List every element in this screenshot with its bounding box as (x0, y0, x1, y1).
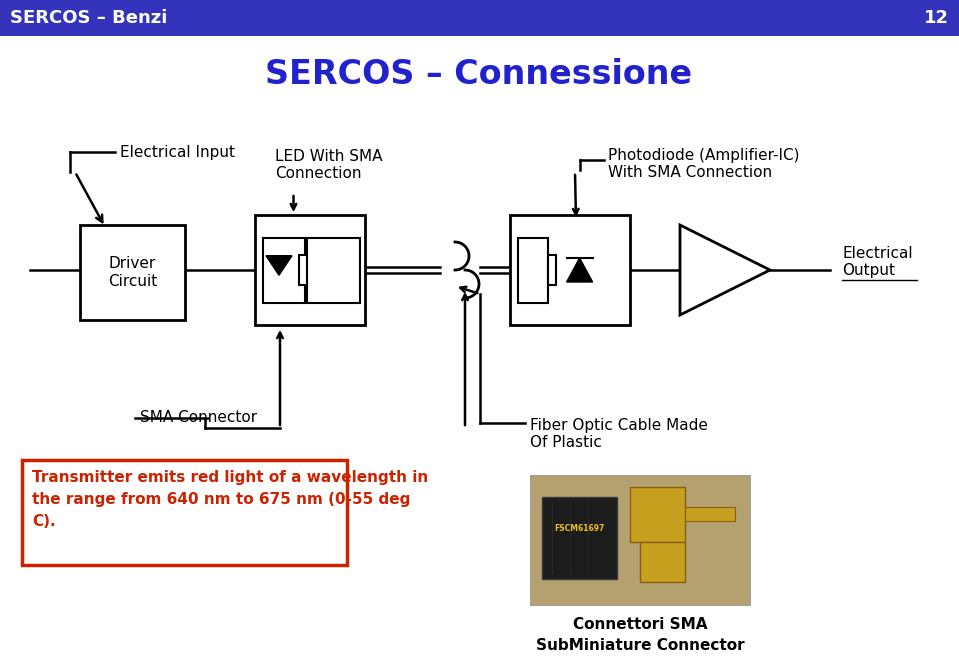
Bar (518, 237, 548, 302)
Bar (22, 460, 347, 565)
Bar (299, 255, 307, 285)
Bar (530, 475, 750, 605)
Text: FSCM61697: FSCM61697 (554, 524, 605, 533)
Bar (640, 542, 685, 582)
Text: SERCOS – Connessione: SERCOS – Connessione (266, 58, 692, 92)
Bar (630, 487, 685, 542)
Bar (685, 507, 735, 521)
Text: Fiber Optic Cable Made
Of Plastic: Fiber Optic Cable Made Of Plastic (530, 418, 708, 450)
Polygon shape (567, 258, 593, 282)
Text: Photodiode (Amplifier-IC)
With SMA Connection: Photodiode (Amplifier-IC) With SMA Conne… (608, 148, 800, 180)
Text: SERCOS – Benzi: SERCOS – Benzi (10, 9, 168, 27)
Text: SMA Connector: SMA Connector (140, 411, 257, 425)
Text: LED With SMA
Connection: LED With SMA Connection (275, 149, 383, 181)
Bar (307, 237, 360, 302)
Text: Connettori SMA
SubMiniature Connector: Connettori SMA SubMiniature Connector (536, 617, 744, 653)
Polygon shape (266, 256, 292, 275)
Bar (542, 497, 617, 579)
Bar (80, 225, 185, 320)
Text: Transmitter emits red light of a wavelength in
the range from 640 nm to 675 nm (: Transmitter emits red light of a wavelen… (32, 470, 429, 529)
Text: Electrical
Output: Electrical Output (842, 246, 913, 278)
Polygon shape (680, 225, 770, 315)
Bar (510, 215, 630, 325)
Bar (263, 237, 305, 302)
Bar (548, 255, 556, 285)
Text: Electrical Input: Electrical Input (120, 145, 235, 159)
Text: Driver
Circuit: Driver Circuit (107, 257, 157, 289)
Bar (255, 215, 365, 325)
Text: 12: 12 (924, 9, 949, 27)
Bar (0, 0, 959, 36)
